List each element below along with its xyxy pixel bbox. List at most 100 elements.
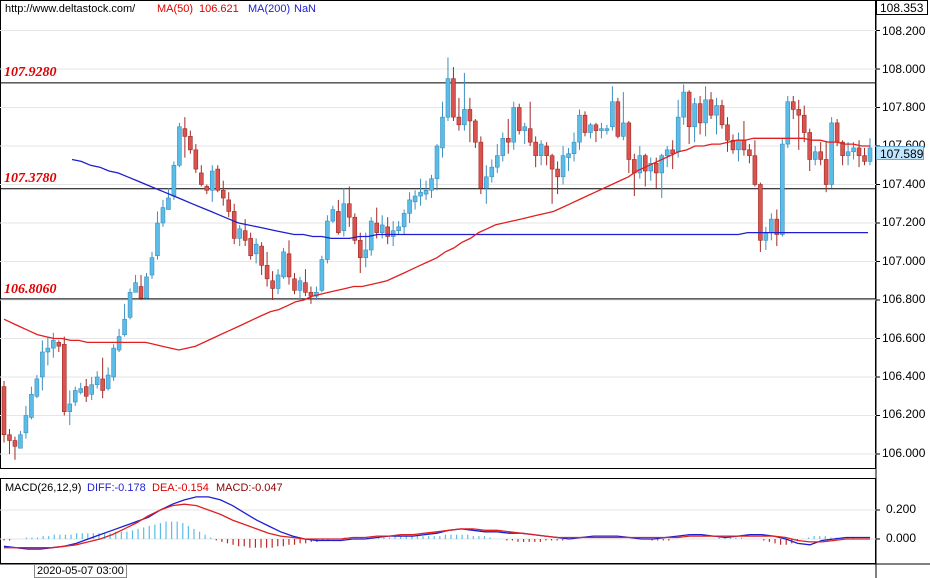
- candle-body: [51, 340, 56, 349]
- candle: [538, 140, 544, 166]
- macd-tick: 0.200: [886, 502, 917, 516]
- candle-body: [133, 282, 138, 293]
- candle: [593, 122, 599, 143]
- candle: [363, 232, 369, 268]
- candle: [396, 221, 401, 235]
- candle-body: [23, 415, 29, 434]
- candle-body: [829, 122, 834, 185]
- candle: [511, 101, 517, 150]
- candle-body: [736, 139, 741, 151]
- candle-body: [188, 136, 193, 151]
- candle: [166, 188, 171, 210]
- candle-body: [456, 116, 462, 126]
- candle: [210, 165, 215, 202]
- candle-body: [484, 176, 489, 189]
- candle-body: [45, 347, 51, 353]
- candle-body: [840, 141, 845, 156]
- candle-body: [473, 120, 478, 143]
- candle-body: [867, 147, 873, 162]
- source-url[interactable]: http://www.deltastock.com/: [5, 3, 136, 15]
- candle: [264, 251, 270, 287]
- candle: [242, 219, 248, 247]
- candle: [571, 132, 577, 162]
- candle-body: [29, 394, 34, 418]
- candle: [188, 130, 193, 154]
- candle: [719, 99, 725, 129]
- candle-body: [692, 103, 697, 128]
- price-tick: 106.600: [882, 331, 926, 345]
- level-label-middle: 107.3780: [4, 171, 57, 186]
- candle: [473, 119, 478, 148]
- candle: [89, 377, 94, 401]
- candle-body: [111, 347, 116, 378]
- candle-body: [40, 351, 45, 378]
- candle: [681, 84, 686, 125]
- level-label-upper: 107.9280: [4, 65, 57, 80]
- candle-body: [725, 124, 730, 141]
- candle-body: [440, 116, 445, 149]
- candle: [692, 97, 697, 143]
- candle-body: [374, 222, 379, 233]
- candle: [138, 274, 144, 300]
- candle-body: [615, 101, 621, 137]
- candle-body: [445, 78, 451, 118]
- candle: [785, 95, 791, 148]
- candle: [281, 248, 286, 279]
- candle-body: [681, 91, 686, 118]
- candle-body: [812, 151, 818, 160]
- candle: [560, 146, 566, 185]
- candle: [484, 165, 489, 204]
- price-tick: 108.000: [882, 62, 926, 76]
- candle-body: [741, 139, 747, 151]
- candle: [604, 124, 610, 135]
- candle: [610, 86, 615, 131]
- candle: [418, 178, 423, 206]
- candle: [856, 140, 862, 168]
- candle: [451, 67, 456, 121]
- candle: [407, 192, 412, 223]
- candle: [270, 271, 275, 300]
- candle-body: [390, 230, 396, 237]
- macd-label: MACD(26,12,9): [5, 482, 82, 494]
- candle: [385, 217, 390, 245]
- candle: [796, 99, 802, 150]
- candle-body: [489, 166, 495, 178]
- candle-body: [264, 265, 270, 280]
- candle-body: [303, 282, 308, 293]
- candle-body: [429, 178, 434, 191]
- price-tick: 106.800: [882, 292, 926, 306]
- candle-body: [653, 163, 659, 174]
- candle: [374, 207, 379, 239]
- candle: [582, 111, 588, 137]
- candle: [199, 165, 204, 187]
- candle: [467, 97, 473, 143]
- candle: [78, 382, 84, 395]
- price-tick: 106.200: [882, 407, 926, 421]
- candle-body: [434, 145, 440, 180]
- candle-body: [632, 159, 637, 174]
- candle-body: [555, 168, 560, 178]
- candle: [533, 136, 538, 168]
- candle: [94, 371, 100, 389]
- candle-body: [423, 189, 429, 195]
- candle-body: [166, 197, 171, 210]
- candle-body: [275, 274, 281, 289]
- candle-body: [363, 249, 369, 258]
- candle: [40, 340, 45, 391]
- candle-body: [533, 141, 538, 156]
- candle-body: [144, 276, 149, 299]
- candle: [193, 144, 199, 173]
- candle-body: [856, 147, 862, 156]
- candle: [708, 92, 714, 120]
- candle-body: [780, 143, 785, 235]
- candle-body: [610, 101, 615, 128]
- candle: [182, 117, 188, 158]
- candle: [522, 122, 527, 145]
- candle-body: [566, 153, 571, 158]
- candle-body: [352, 216, 358, 241]
- ma200-value: NaN: [294, 3, 317, 15]
- candle: [577, 109, 582, 150]
- candle-body: [758, 184, 763, 241]
- candle-body: [385, 226, 390, 237]
